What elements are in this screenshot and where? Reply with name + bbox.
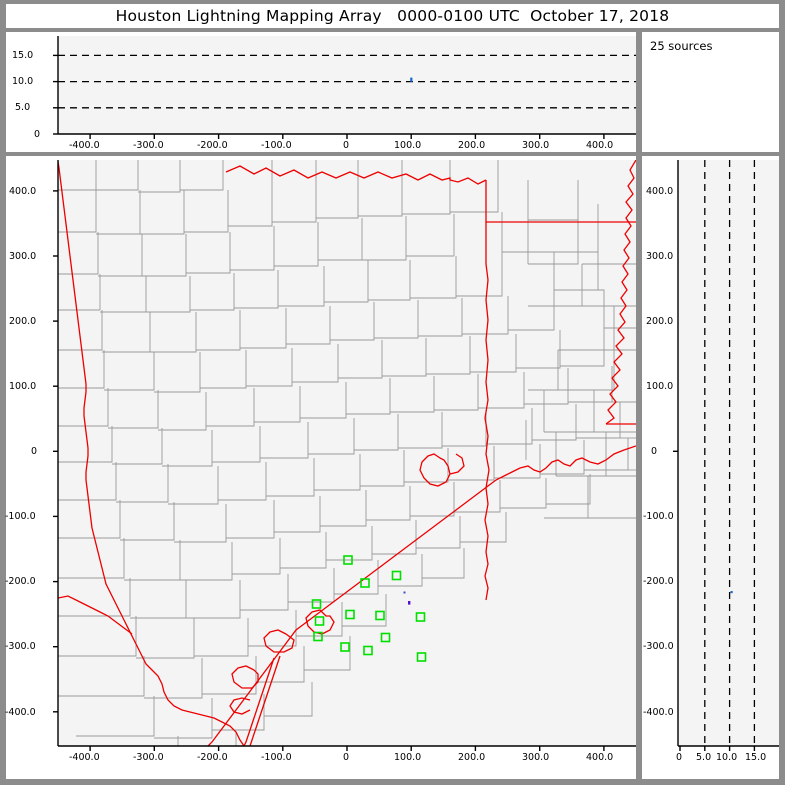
altitude-vs-north-south-plot-area[interactable] [678, 160, 779, 746]
alt-lat-ylabel-100: 100.0 [646, 381, 674, 392]
plan-view-source-points [403, 591, 411, 605]
map-ylabel--300: -300.0 [5, 641, 36, 652]
alt-time-ylabel-15: 15.0 [12, 50, 34, 61]
alt-time-xlabel--200: -200.0 [197, 140, 228, 151]
page-title: Houston Lightning Mapping Array 0000-010… [115, 7, 670, 25]
lma-station-marker [343, 555, 353, 565]
alt-time-xlabel-300: 300.0 [522, 140, 550, 151]
map-xlabel-100: 100.0 [394, 752, 422, 763]
map-ylabel-100: 100.0 [9, 381, 37, 392]
alt-time-xlabel-200: 200.0 [458, 140, 486, 151]
alt-time-xlabel--400: -400.0 [69, 140, 100, 151]
map-xlabel--300: -300.0 [133, 752, 164, 763]
alt-lat-xlabel-5: 5.0 [696, 752, 712, 763]
lma-station-marker [313, 631, 323, 642]
alt-lat-xlabel-10: 10.0 [716, 752, 738, 763]
map-ylabel-400: 400.0 [9, 186, 37, 197]
altitude-vs-east-west-plot-area[interactable] [58, 36, 636, 134]
lma-station-marker [345, 609, 355, 620]
lma-station-marker [311, 599, 322, 609]
map-ylabel-200: 200.0 [9, 316, 37, 327]
alt-lat-ylabel-0: 0 [651, 446, 658, 457]
lma-station-marker [416, 652, 427, 662]
alt-time-xlabel-400: 400.0 [586, 140, 614, 151]
alt-time-xlabel--300: -300.0 [133, 140, 164, 151]
map-xlabel-200: 200.0 [458, 752, 486, 763]
state-boundaries [58, 160, 636, 746]
alt-lat-ylabel-400: 400.0 [646, 186, 674, 197]
map-ylabel--200: -200.0 [5, 576, 36, 587]
map-graphics [58, 160, 636, 746]
map-xlabel--200: -200.0 [197, 752, 228, 763]
map-ylabel--400: -400.0 [5, 707, 36, 718]
alt-time-xlabel--100: -100.0 [261, 140, 292, 151]
alt-lat-ylabel--300: -300.0 [643, 641, 674, 652]
map-ylabel-0: 0 [31, 446, 38, 457]
lma-station-marker [340, 642, 350, 652]
map-xlabel--100: -100.0 [261, 752, 292, 763]
alt-lat-xlabel-15: 15.0 [745, 752, 767, 763]
county-boundaries [58, 160, 636, 746]
plan-view-map-plot-area[interactable] [58, 160, 636, 746]
map-xlabel-400: 400.0 [586, 752, 614, 763]
map-xlabel--400: -400.0 [69, 752, 100, 763]
lma-station-marker [363, 645, 373, 656]
lma-station-marker [380, 632, 391, 643]
alt-lat-ylabel--400: -400.0 [643, 707, 674, 718]
lma-station-marker [391, 570, 402, 581]
lma-station-marker [314, 616, 325, 626]
lma-station-markers [311, 555, 427, 662]
alt-lat-ylabel-200: 200.0 [646, 316, 674, 327]
alt-time-xlabel-0: 0 [343, 140, 350, 151]
map-ylabel-300: 300.0 [9, 251, 37, 262]
lma-station-marker [375, 610, 385, 621]
lma-station-marker [360, 578, 370, 588]
alt-lat-ylabel-300: 300.0 [646, 251, 674, 262]
source-count-panel: 25 sources [642, 32, 779, 152]
map-ylabel--100: -100.0 [5, 511, 36, 522]
alt-lat-ylabel--200: -200.0 [643, 576, 674, 587]
map-xlabel-300: 300.0 [522, 752, 550, 763]
alt-time-ylabel-0: 0 [34, 129, 41, 140]
source-count-label: 25 sources [650, 39, 713, 53]
alt-time-xlabel-100: 100.0 [394, 140, 422, 151]
title-bar: Houston Lightning Mapping Array 0000-010… [6, 4, 779, 28]
alt-time-ylabel-10: 10.0 [12, 76, 34, 87]
map-xlabel-0: 0 [343, 752, 350, 763]
alt-lat-xlabel-0: 0 [676, 752, 683, 763]
lma-station-marker [415, 612, 426, 622]
alt-time-ylabel-5: 5.0 [15, 102, 31, 113]
alt-lat-ylabel--100: -100.0 [643, 511, 674, 522]
